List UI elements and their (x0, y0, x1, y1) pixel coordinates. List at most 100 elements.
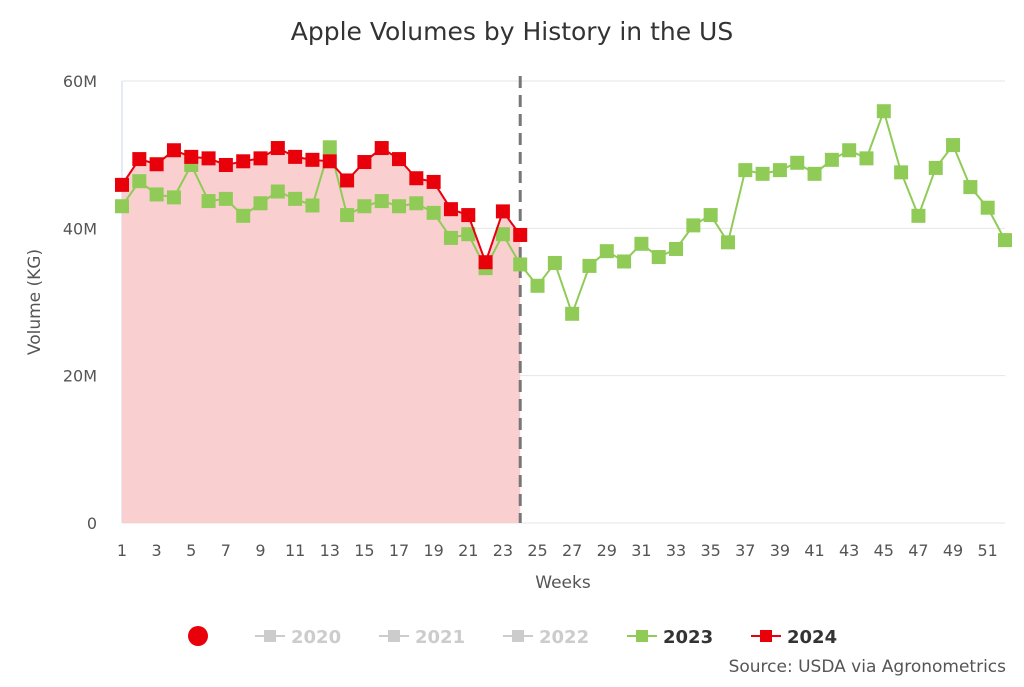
data-point-2024[interactable] (184, 149, 199, 164)
data-point-2023[interactable] (790, 155, 805, 170)
data-point-2023[interactable] (392, 199, 407, 214)
data-point-2023[interactable] (599, 244, 614, 259)
legend-item-2021[interactable]: 2021 (379, 627, 465, 648)
data-point-2024[interactable] (374, 141, 389, 156)
data-point-2024[interactable] (288, 149, 303, 164)
data-point-2024[interactable] (115, 177, 129, 192)
data-point-2023[interactable] (720, 235, 735, 250)
legend-marker (760, 630, 772, 642)
data-point-2023[interactable] (461, 227, 476, 242)
x-tick-label: 45 (874, 541, 894, 560)
data-point-2023[interactable] (236, 208, 251, 223)
data-point-2023[interactable] (166, 190, 181, 205)
data-point-2023[interactable] (738, 163, 753, 178)
data-point-2023[interactable] (824, 152, 839, 167)
data-point-2024[interactable] (149, 157, 164, 172)
area-2024 (122, 148, 521, 523)
y-tick-label: 60M (63, 72, 97, 91)
data-point-2023[interactable] (634, 236, 649, 251)
data-point-2024[interactable] (218, 157, 233, 172)
data-point-2023[interactable] (322, 140, 337, 155)
data-point-2023[interactable] (253, 196, 268, 211)
data-point-2023[interactable] (115, 199, 129, 214)
data-point-2023[interactable] (513, 257, 528, 272)
data-point-2024[interactable] (201, 151, 216, 166)
data-point-2023[interactable] (703, 208, 718, 223)
data-point-2024[interactable] (495, 204, 510, 219)
y-tick-label: 40M (63, 219, 97, 238)
data-point-2024[interactable] (409, 171, 424, 186)
data-point-2024[interactable] (478, 255, 493, 270)
data-point-2024[interactable] (253, 151, 268, 166)
data-point-2024[interactable] (426, 174, 441, 189)
data-point-2023[interactable] (876, 104, 891, 119)
data-point-2023[interactable] (651, 250, 666, 265)
y-axis-label: Volume (KG) (25, 249, 45, 355)
x-tick-label: 33 (666, 541, 686, 560)
data-point-2023[interactable] (565, 306, 580, 321)
data-point-2023[interactable] (807, 166, 822, 181)
data-point-2023[interactable] (963, 180, 978, 195)
data-point-2024[interactable] (166, 143, 181, 158)
data-point-2023[interactable] (305, 198, 320, 213)
data-point-2024[interactable] (340, 173, 355, 188)
data-point-2023[interactable] (772, 163, 787, 178)
x-tick-label: 27 (562, 541, 582, 560)
legend-item-2020[interactable]: 2020 (255, 627, 341, 648)
chart-title: Apple Volumes by History in the US (291, 17, 733, 46)
x-tick-label: 35 (700, 541, 720, 560)
data-point-2024[interactable] (305, 152, 320, 167)
data-point-2024[interactable] (513, 227, 528, 242)
data-point-2023[interactable] (201, 194, 216, 209)
data-point-2023[interactable] (132, 174, 147, 189)
legend-marker (512, 630, 524, 642)
series-2023 (115, 104, 1012, 321)
data-point-2023[interactable] (374, 194, 389, 209)
data-point-2023[interactable] (998, 233, 1012, 248)
x-tick-label: 1 (117, 541, 127, 560)
data-point-2024[interactable] (236, 154, 251, 169)
data-point-2023[interactable] (495, 227, 510, 242)
data-point-2023[interactable] (669, 241, 684, 256)
data-point-2023[interactable] (928, 160, 943, 175)
data-point-2023[interactable] (270, 184, 285, 199)
data-point-2024[interactable] (392, 152, 407, 167)
data-point-2023[interactable] (443, 230, 458, 245)
data-point-2023[interactable] (755, 166, 770, 181)
data-point-2023[interactable] (686, 218, 701, 233)
data-point-2023[interactable] (980, 200, 995, 215)
data-point-2023[interactable] (409, 196, 424, 211)
data-point-2023[interactable] (911, 208, 926, 223)
data-point-2024[interactable] (322, 154, 337, 169)
data-point-2023[interactable] (357, 199, 372, 214)
legend-reset-dot[interactable] (188, 626, 208, 646)
data-point-2023[interactable] (149, 187, 164, 202)
data-point-2024[interactable] (132, 152, 147, 167)
x-axis-ticks: 1 3 5 7 9 11 13 15 17 19 21 23 25 27 29 31 33 35 37 39 41 43 4… (117, 541, 998, 560)
x-tick-label: 25 (527, 541, 547, 560)
data-point-2023[interactable] (617, 254, 632, 269)
data-point-2023[interactable] (218, 191, 233, 206)
data-point-2024[interactable] (443, 202, 458, 217)
data-point-2023[interactable] (859, 151, 874, 166)
data-point-2023[interactable] (582, 258, 597, 273)
data-point-2024[interactable] (461, 208, 476, 223)
x-tick-label: 23 (493, 541, 513, 560)
data-point-2024[interactable] (357, 155, 372, 170)
data-point-2023[interactable] (946, 138, 961, 153)
data-point-2023[interactable] (842, 143, 857, 158)
data-point-2023[interactable] (426, 205, 441, 220)
x-tick-label: 21 (458, 541, 478, 560)
data-point-2023[interactable] (547, 255, 562, 270)
data-point-2023[interactable] (288, 191, 303, 206)
data-point-2023[interactable] (530, 278, 545, 293)
data-point-2024[interactable] (270, 141, 285, 156)
legend-item-2023[interactable]: 2023 (627, 627, 713, 648)
data-point-2023[interactable] (340, 208, 355, 223)
data-point-2023[interactable] (894, 165, 909, 180)
legend-label: 2024 (787, 627, 837, 648)
legend-item-2024[interactable]: 2024 (751, 627, 837, 648)
legend-marker (388, 630, 400, 642)
legend-item-2022[interactable]: 2022 (503, 627, 589, 648)
